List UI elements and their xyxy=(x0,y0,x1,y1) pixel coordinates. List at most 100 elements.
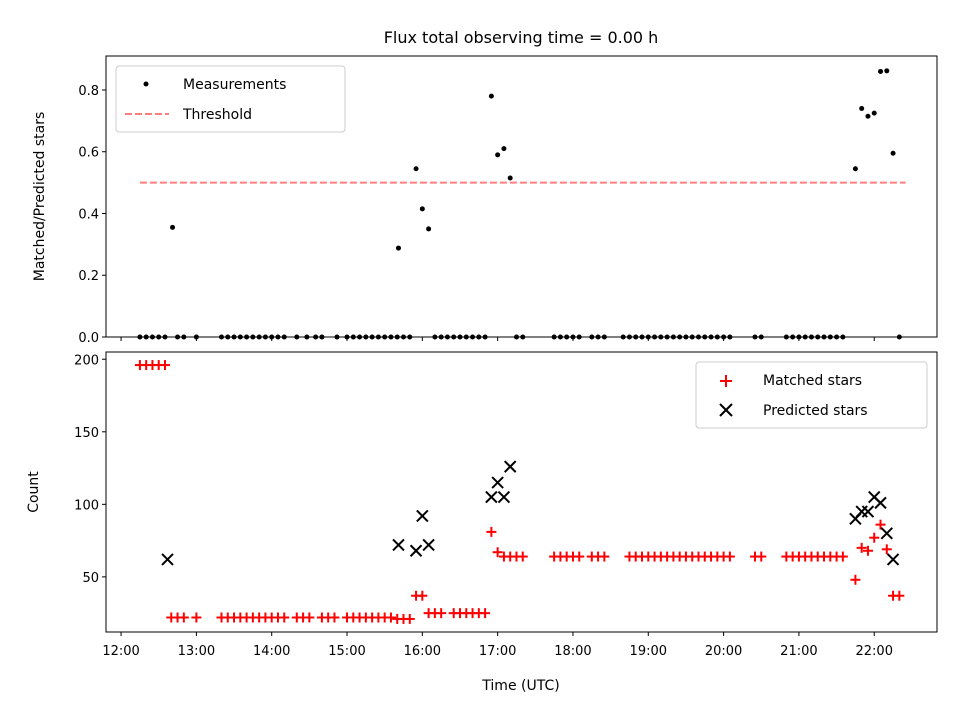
predicted-stars-point xyxy=(485,490,498,504)
x-tick-label: 17:00 xyxy=(479,644,516,659)
matched-stars-point xyxy=(191,612,202,623)
x-tick-label: 15:00 xyxy=(328,644,365,659)
matched-stars-point xyxy=(574,551,585,562)
measurements-point xyxy=(890,150,896,156)
legend-predicted-marker xyxy=(719,403,733,417)
chart-title: Flux total observing time = 0.00 h xyxy=(384,28,659,47)
top-y-tick-label: 0.0 xyxy=(78,331,99,346)
predicted-stars-point xyxy=(880,527,893,540)
x-tick-label: 14:00 xyxy=(253,644,290,659)
bottom-x-axis-ticks: 12:00 13:00 14:00 15:00 16:00 17:00 18:00 19:00… xyxy=(102,632,893,659)
measurements-point xyxy=(865,113,871,119)
matched-stars-point xyxy=(599,551,610,562)
top-panel: 0.00.20.40.60.8 Matched/Predicted stars … xyxy=(32,55,938,346)
bottom-y-tick-label: 100 xyxy=(74,498,99,513)
legend-predicted-label: Predicted stars xyxy=(763,403,868,419)
top-y-tick-label: 0.6 xyxy=(78,146,99,161)
bottom-y-tick-label: 50 xyxy=(82,571,99,586)
x-axis-label: Time (UTC) xyxy=(481,678,559,694)
measurements-point xyxy=(413,166,419,172)
x-tick-label: 16:00 xyxy=(404,644,441,659)
bottom-y-axis-label: Count xyxy=(26,471,42,513)
matched-stars-point xyxy=(486,526,497,537)
matched-stars-point xyxy=(436,608,447,619)
legend-measurements-marker xyxy=(143,81,149,87)
top-axes-frame xyxy=(105,55,938,338)
matched-stars-point xyxy=(404,613,415,624)
matched-stars-point xyxy=(862,545,873,556)
measurements-point xyxy=(859,105,865,111)
x-tick-label: 20:00 xyxy=(705,644,742,659)
measurements-point xyxy=(488,93,494,99)
top-y-tick-label: 0.8 xyxy=(78,84,99,99)
matched-stars-point xyxy=(756,551,767,562)
matched-stars-point xyxy=(517,551,528,562)
measurements-point xyxy=(419,206,425,212)
predicted-stars-point xyxy=(886,553,900,566)
bottom-y-tick-label: 150 xyxy=(74,426,99,441)
measurements-point xyxy=(871,110,877,116)
x-tick-label: 19:00 xyxy=(630,644,667,659)
measurements-point xyxy=(426,226,432,232)
x-tick-label: 21:00 xyxy=(780,644,817,659)
matched-stars-point xyxy=(875,519,886,530)
measurements-point xyxy=(395,245,401,251)
matched-stars-point xyxy=(279,612,290,623)
legend-matched-marker xyxy=(720,375,732,387)
predicted-stars-point xyxy=(861,505,875,518)
matched-stars-point xyxy=(329,612,340,623)
top-x-axis-ticks xyxy=(120,337,875,341)
measurements-point xyxy=(170,224,176,230)
bottom-axes-frame xyxy=(105,351,938,633)
predicted-stars-point xyxy=(497,490,511,504)
top-y-axis-label: Matched/Predicted stars xyxy=(32,112,48,282)
bottom-plot-marks xyxy=(134,360,905,624)
legend-matched-label: Matched stars xyxy=(763,373,862,389)
matched-stars-point xyxy=(492,547,503,558)
bottom-legend-box xyxy=(695,361,928,429)
predicted-stars-point xyxy=(409,544,423,557)
matched-stars-point xyxy=(881,544,892,555)
predicted-stars-point xyxy=(491,476,504,489)
top-legend: Measurements Threshold xyxy=(115,65,346,133)
x-tick-label: 13:00 xyxy=(178,644,215,659)
x-tick-label: 12:00 xyxy=(102,644,139,659)
matched-stars-point xyxy=(837,551,848,562)
predicted-stars-point xyxy=(422,538,435,552)
top-y-axis-ticks: 0.0 0.2 0.4 0.6 0.8 xyxy=(78,84,106,346)
measurements-point xyxy=(852,166,858,172)
bottom-panel: 50 100 150 200 12:00 13:00 14:00 15:00 16:00 17:… xyxy=(26,351,938,694)
x-tick-label: 22:00 xyxy=(856,644,893,659)
measurements-point xyxy=(501,146,507,152)
matched-stars-point xyxy=(304,612,315,623)
top-y-tick-label: 0.2 xyxy=(78,269,99,284)
predicted-stars-point xyxy=(503,460,517,473)
bottom-legend: Matched stars Predicted stars xyxy=(695,361,928,429)
matched-stars-point xyxy=(850,574,861,585)
matched-stars-point xyxy=(159,360,170,371)
top-legend-box xyxy=(115,65,346,133)
matched-stars-point xyxy=(178,612,189,623)
matched-stars-point xyxy=(869,532,880,543)
measurements-point xyxy=(495,152,501,158)
legend-threshold-label: Threshold xyxy=(182,107,252,123)
measurements-point xyxy=(878,68,884,74)
matched-stars-point xyxy=(894,590,905,601)
predicted-stars-point xyxy=(416,509,429,523)
predicted-stars-point xyxy=(392,538,405,552)
top-y-tick-label: 0.4 xyxy=(78,207,99,222)
matched-stars-point xyxy=(417,590,428,601)
bottom-y-axis-ticks: 50 100 150 200 xyxy=(74,353,106,586)
matched-stars-point xyxy=(856,542,867,553)
measurements-point xyxy=(507,175,513,181)
predicted-stars-point xyxy=(874,496,887,510)
legend-measurements-label: Measurements xyxy=(183,77,286,93)
bottom-y-tick-label: 200 xyxy=(74,353,99,368)
matched-stars-point xyxy=(385,612,396,623)
measurements-point xyxy=(884,68,890,74)
matched-stars-point xyxy=(724,551,735,562)
x-tick-label: 18:00 xyxy=(554,644,591,659)
matched-stars-point xyxy=(480,608,491,619)
predicted-stars-point xyxy=(161,553,174,566)
